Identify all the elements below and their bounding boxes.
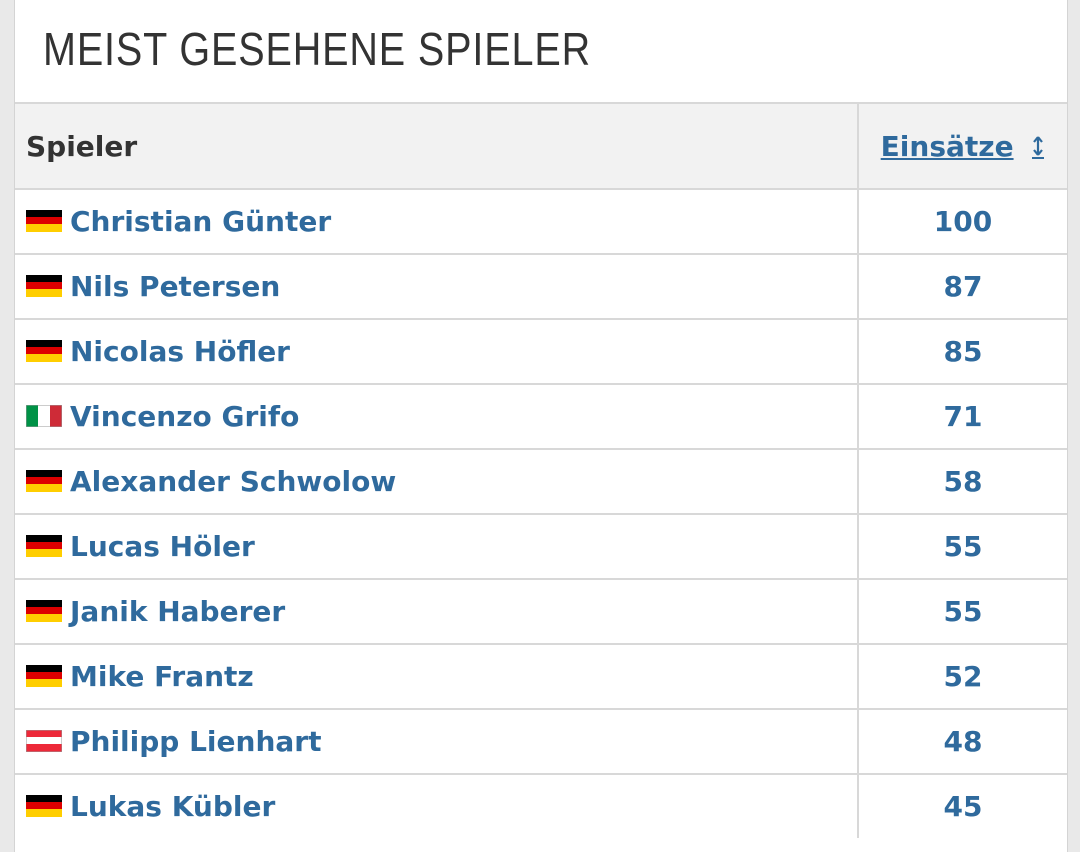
player-cell: Janik Haberer xyxy=(15,578,858,644)
player-link[interactable]: Vincenzo Grifo xyxy=(70,400,300,433)
player-cell: Nils Petersen xyxy=(15,253,858,319)
player-cell: Nicolas Höfler xyxy=(15,318,858,384)
player-link[interactable]: Nicolas Höfler xyxy=(70,335,290,368)
player-link[interactable]: Mike Frantz xyxy=(70,660,254,693)
flag-icon xyxy=(26,340,62,362)
player-link[interactable]: Alexander Schwolow xyxy=(70,465,397,498)
flag-icon xyxy=(26,795,62,817)
sort-header[interactable]: Einsätze xyxy=(857,102,1067,189)
appearances-cell: 87 xyxy=(857,253,1067,319)
player-link[interactable]: Christian Günter xyxy=(70,205,332,238)
player-cell: Christian Günter xyxy=(15,188,858,254)
column-header[interactable]: Einsätze xyxy=(880,129,1014,163)
player-row: Vincenzo Grifo 71 xyxy=(15,383,1067,449)
card: MEIST GESEHENE SPIELER Spieler Einsätze … xyxy=(14,0,1068,852)
appearances-cell: 85 xyxy=(857,318,1067,384)
header-row: Spieler Einsätze xyxy=(15,102,1067,189)
player-row: Lukas Kübler 45 xyxy=(15,773,1067,838)
appearances-cell: 48 xyxy=(857,708,1067,774)
player-link[interactable]: Janik Haberer xyxy=(70,595,286,628)
player-row: Lucas Höler 55 xyxy=(15,513,1067,579)
flag-icon xyxy=(26,470,62,492)
players-table: Spieler Einsätze Christian Günter 100 Nils… xyxy=(15,102,1067,838)
player-cell: Philipp Lienhart xyxy=(15,708,858,774)
player-link[interactable]: Nils Petersen xyxy=(70,270,281,303)
column-header: Spieler xyxy=(15,102,858,189)
player-row: Mike Frantz 52 xyxy=(15,643,1067,709)
appearances-cell: 52 xyxy=(857,643,1067,709)
player-row: Philipp Lienhart 48 xyxy=(15,708,1067,774)
flag-icon xyxy=(26,275,62,297)
appearances-cell: 71 xyxy=(857,383,1067,449)
player-link[interactable]: Lukas Kübler xyxy=(70,790,276,823)
sort-icon[interactable] xyxy=(1031,135,1045,159)
player-cell: Mike Frantz xyxy=(15,643,858,709)
player-row: Alexander Schwolow 58 xyxy=(15,448,1067,514)
player-cell: Alexander Schwolow xyxy=(15,448,858,514)
appearances-cell: 45 xyxy=(857,773,1067,838)
appearances-cell: 58 xyxy=(857,448,1067,514)
flag-icon xyxy=(26,730,62,752)
flag-icon xyxy=(26,210,62,232)
appearances-cell: 55 xyxy=(857,513,1067,579)
flag-icon xyxy=(26,535,62,557)
flag-icon xyxy=(26,405,62,427)
player-row: Christian Günter 100 xyxy=(15,188,1067,254)
flag-icon xyxy=(26,665,62,687)
appearances-cell: 100 xyxy=(857,188,1067,254)
player-row: Nicolas Höfler 85 xyxy=(15,318,1067,384)
player-cell: Vincenzo Grifo xyxy=(15,383,858,449)
player-row: Nils Petersen 87 xyxy=(15,253,1067,319)
player-cell: Lucas Höler xyxy=(15,513,858,579)
player-cell: Lukas Kübler xyxy=(15,773,858,838)
appearances-cell: 55 xyxy=(857,578,1067,644)
player-link[interactable]: Philipp Lienhart xyxy=(70,725,322,758)
player-link[interactable]: Lucas Höler xyxy=(70,530,255,563)
flag-icon xyxy=(26,600,62,622)
player-row: Janik Haberer 55 xyxy=(15,578,1067,644)
page-title: MEIST GESEHENE SPIELER xyxy=(43,23,592,75)
